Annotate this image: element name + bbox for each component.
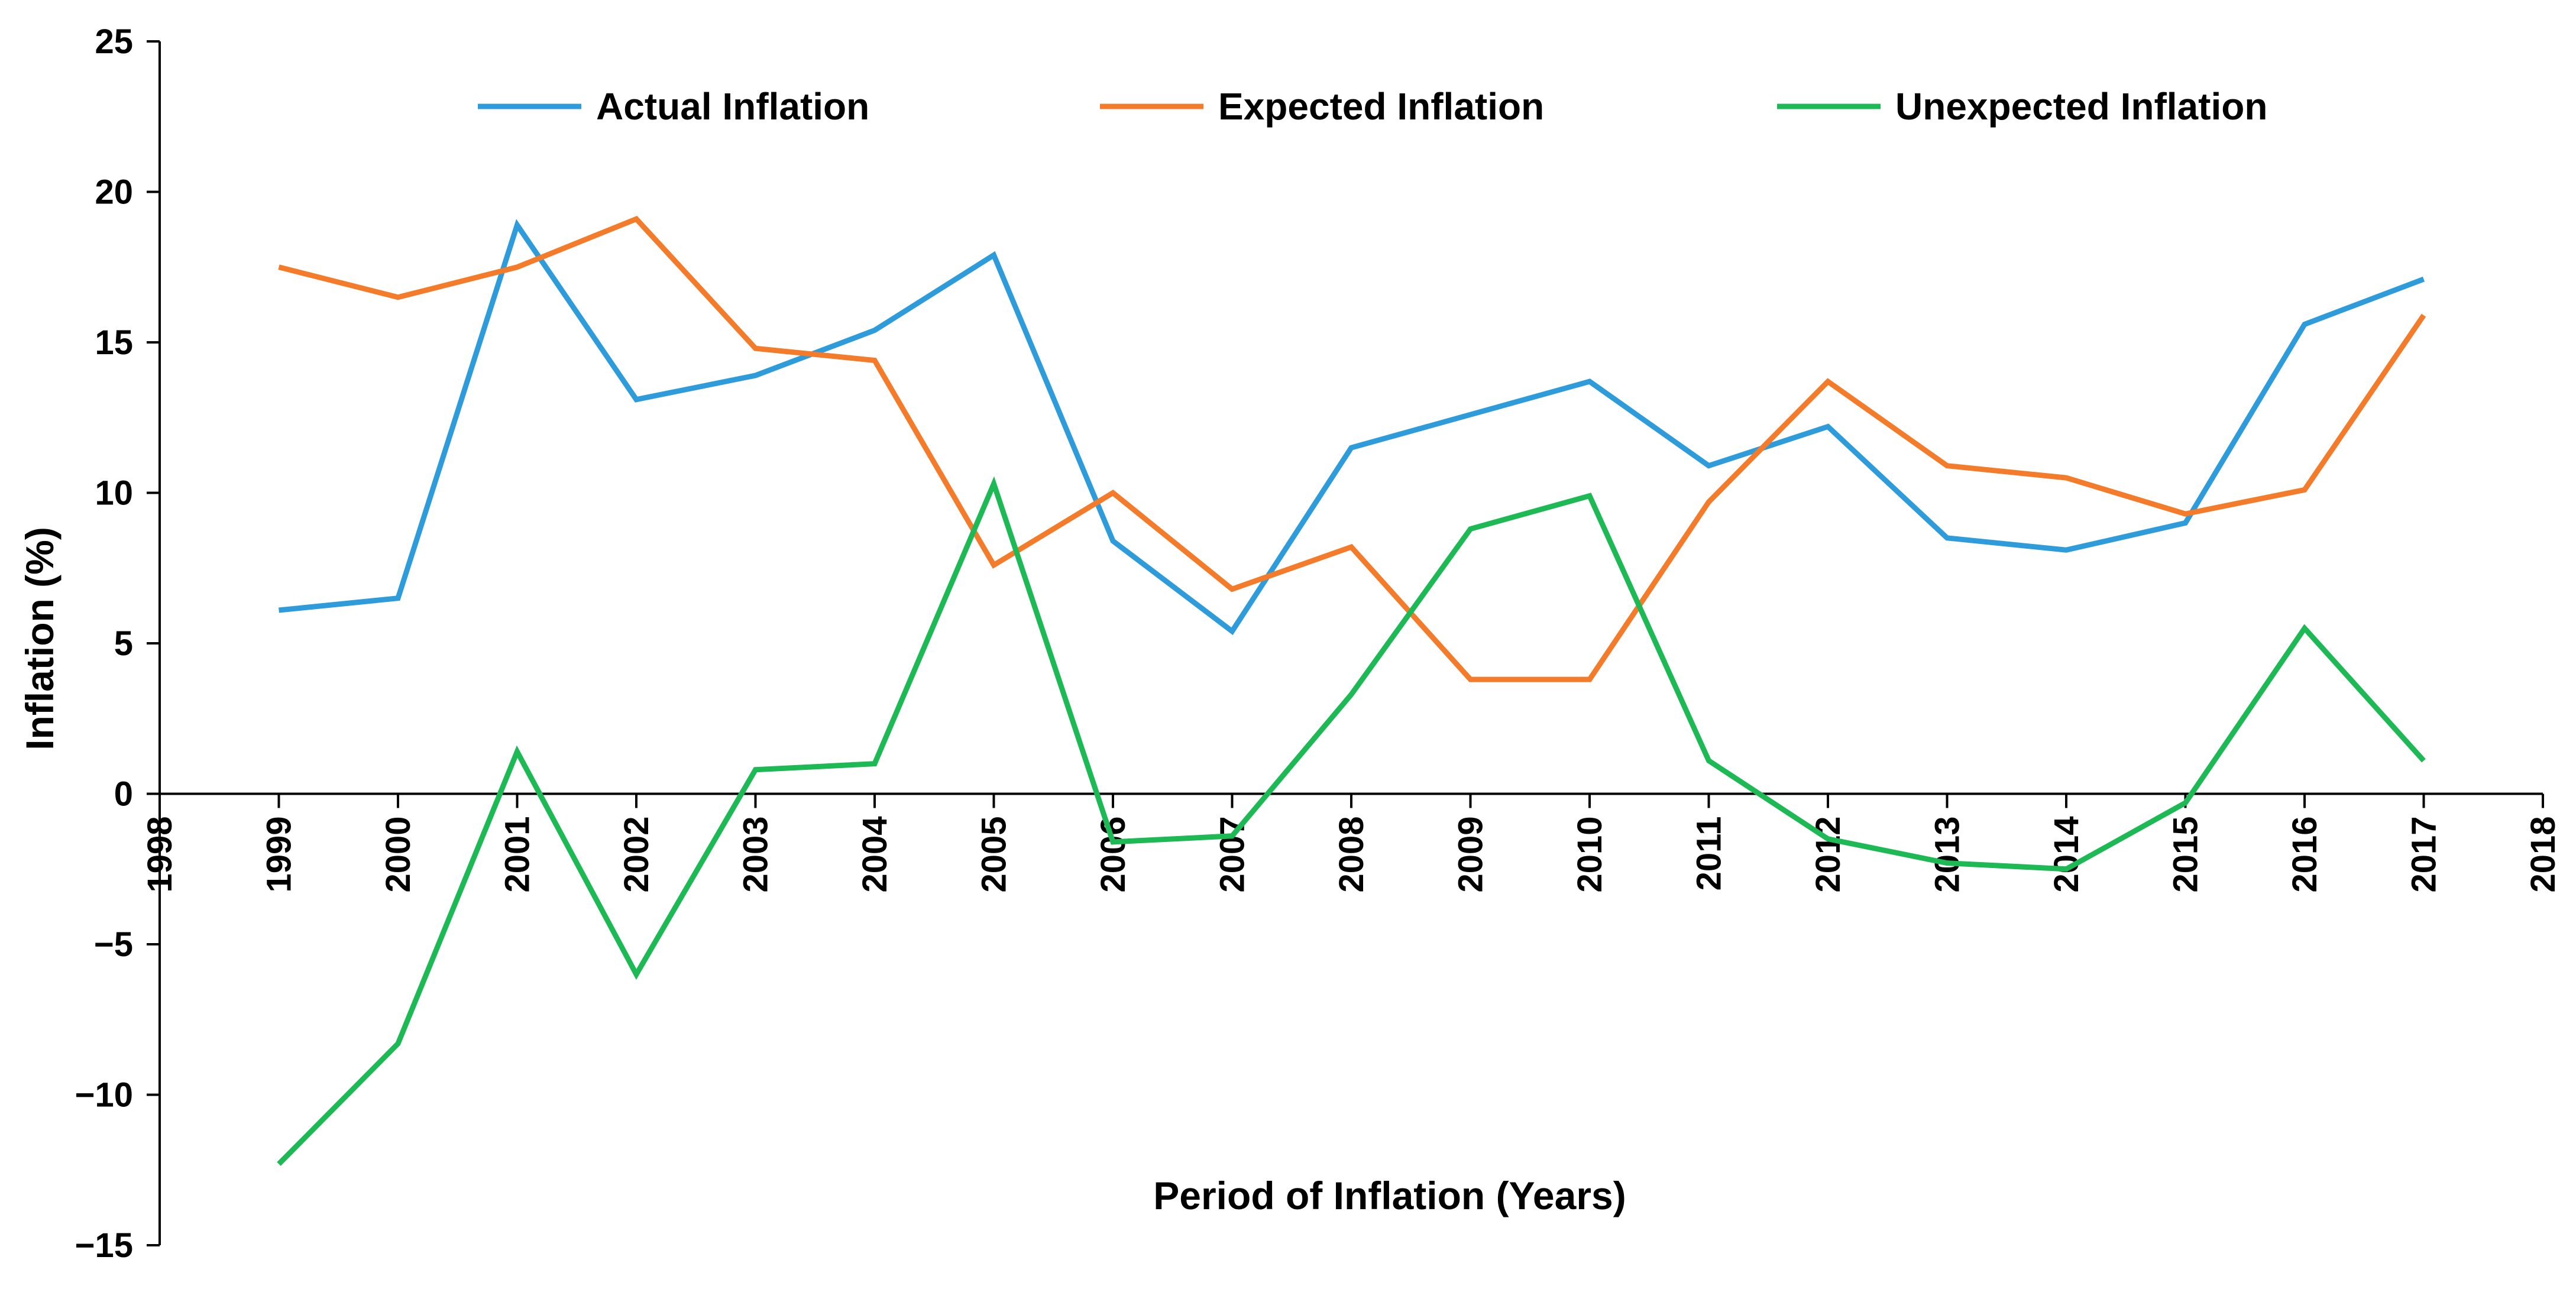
legend-label-expected-inflation: Expected Inflation (1218, 85, 1544, 128)
data-point-actual-inflation (1708, 465, 1709, 466)
x-tick-label: 1999 (260, 817, 299, 893)
x-tick-label: 2011 (1690, 817, 1729, 891)
data-point-unexpected-inflation (1828, 838, 1829, 839)
x-tick-label: 2007 (1213, 817, 1252, 893)
y-tick-label: 10 (95, 474, 133, 513)
y-tick-label: 0 (114, 775, 133, 814)
x-tick-label: 2000 (379, 817, 418, 893)
y-axis-title: Inflation (%) (18, 527, 62, 750)
data-point-expected-inflation (755, 348, 756, 349)
data-point-actual-inflation (755, 375, 756, 376)
data-point-actual-inflation (1828, 426, 1829, 427)
x-tick-label: 2010 (1571, 817, 1609, 893)
data-point-unexpected-inflation (1113, 841, 1114, 842)
x-tick-label: 2005 (975, 817, 1014, 893)
x-tick-label: 2013 (1928, 817, 1967, 893)
data-point-unexpected-inflation (1708, 760, 1709, 761)
y-tick-label: 5 (114, 624, 133, 663)
data-point-expected-inflation (1828, 381, 1829, 382)
x-tick-label: 2003 (737, 817, 775, 893)
y-tick-label: 25 (95, 22, 133, 61)
y-tick-label: −15 (75, 1226, 133, 1265)
y-tick-label: −5 (94, 925, 133, 964)
x-tick-label: 2016 (2286, 817, 2324, 893)
data-point-actual-inflation (1470, 414, 1471, 415)
x-tick-label: 2017 (2405, 817, 2444, 893)
series-line-unexpected-inflation (277, 476, 2426, 1166)
data-point-expected-inflation (1351, 547, 1352, 548)
x-tick-label: 2004 (856, 817, 894, 893)
legend-label-unexpected-inflation: Unexpected Inflation (1895, 85, 2267, 128)
x-tick-label: 2009 (1452, 817, 1490, 893)
x-tick-label: 2001 (499, 817, 537, 893)
x-tick-label: 2014 (2047, 817, 2086, 893)
series-layer (277, 215, 2426, 1166)
x-tick-label: 2008 (1332, 817, 1371, 893)
x-tick-label: 2018 (2524, 817, 2562, 893)
data-point-unexpected-inflation (1351, 694, 1352, 695)
x-tick-label: 2015 (2167, 817, 2205, 893)
data-point-expected-inflation (2423, 315, 2424, 316)
legend-label-actual-inflation: Actual Inflation (596, 85, 869, 128)
data-point-expected-inflation (1708, 501, 1709, 502)
x-tick-label: 2006 (1094, 817, 1132, 893)
data-point-actual-inflation (636, 399, 637, 400)
x-axis-title: Period of Inflation (Years) (1153, 1174, 1626, 1217)
data-point-unexpected-inflation (755, 769, 756, 770)
data-point-unexpected-inflation (2185, 802, 2186, 803)
series-line-expected-inflation (278, 215, 2426, 682)
y-tick-label: 20 (95, 173, 133, 212)
y-tick-label: 15 (95, 323, 133, 362)
data-point-expected-inflation (1470, 679, 1471, 680)
x-tick-label: 1998 (141, 817, 179, 893)
x-tick-label: 2002 (617, 817, 656, 893)
data-point-actual-inflation (1113, 540, 1114, 541)
y-tick-label: −10 (75, 1076, 133, 1115)
series-line-actual-inflation (279, 219, 2425, 636)
legend: Actual Inflation Expected Inflation Unexpe… (478, 85, 2267, 128)
data-point-actual-inflation (2423, 279, 2424, 280)
data-point-unexpected-inflation (2423, 760, 2424, 761)
axes-layer: −15 −10 −5 0 5 10 15 20 25 1998 1999 2000 2001 2002 20… (75, 22, 2562, 1265)
